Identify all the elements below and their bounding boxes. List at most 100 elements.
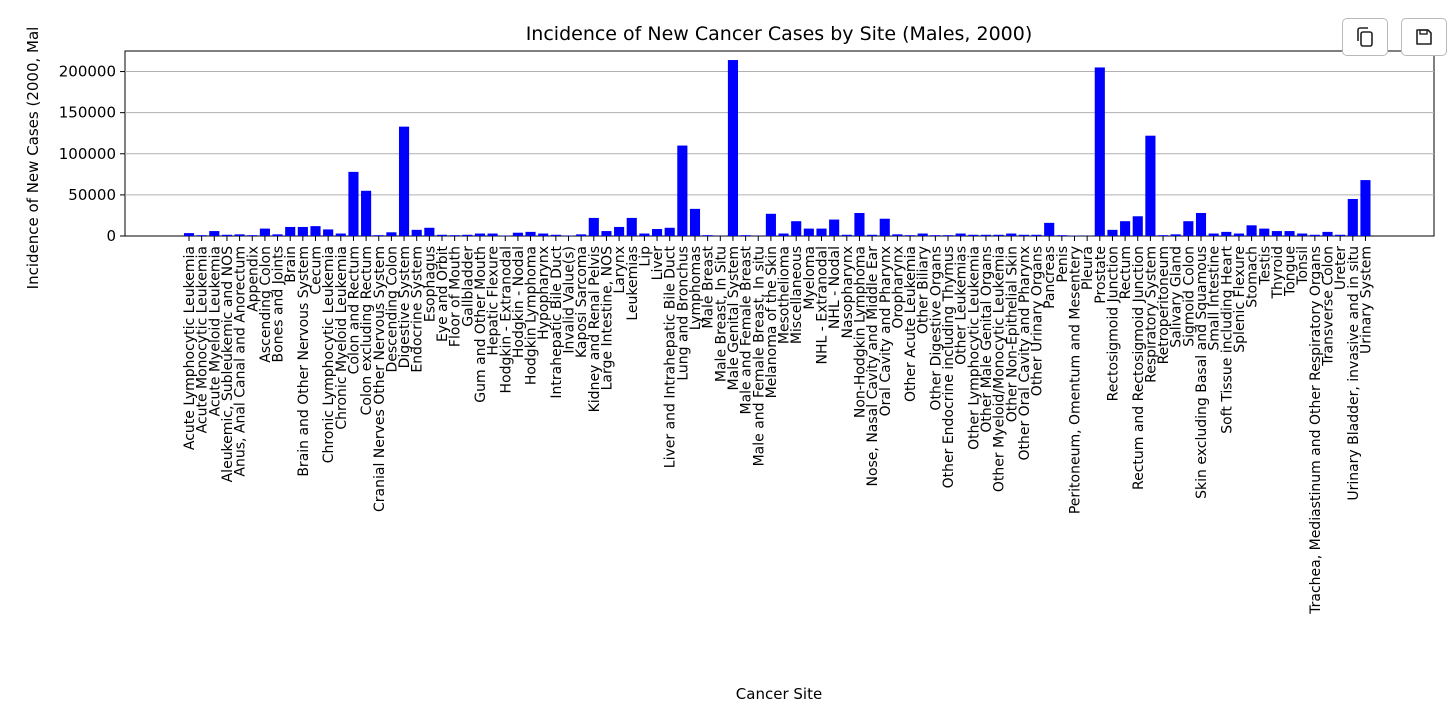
- x-tick-label: Stomach: [1245, 246, 1261, 308]
- x-tick-label: Gum and Other Mouth: [473, 246, 489, 403]
- x-tick-label: Other Endocrine including Thymus: [941, 246, 957, 488]
- x-tick-label: Male Genital System: [726, 246, 742, 390]
- x-tick-label: Peritoneum, Omentum and Mesentery: [1068, 246, 1084, 514]
- x-tick-label: Myeloma: [802, 246, 818, 310]
- x-tick-label: Other Oral Cavity and Pharynx: [1017, 246, 1033, 461]
- bar: [942, 235, 954, 236]
- x-tick-label: Eye and Orbit: [435, 245, 451, 342]
- bar: [1132, 216, 1143, 236]
- bar: [487, 233, 498, 236]
- bar: [234, 234, 245, 236]
- bar: [1120, 221, 1131, 236]
- x-tick-label: Cranial Nerves Other Nervous System: [372, 246, 388, 512]
- x-tick-label: Bones and Joints: [271, 246, 287, 362]
- bar: [386, 232, 397, 236]
- bar: [841, 234, 852, 236]
- bar: [373, 235, 384, 236]
- bar: [904, 235, 916, 236]
- x-tick-label: Oropharynx: [890, 246, 906, 329]
- x-tick-label: Transverse Colon: [1321, 246, 1337, 367]
- bar: [968, 234, 979, 236]
- x-tick-label: Pleura: [1080, 246, 1096, 290]
- x-tick-label: Hodgkin Lymphoma: [524, 246, 540, 385]
- bar: [538, 233, 549, 236]
- x-tick-label: Other Digestive Organs: [928, 246, 944, 411]
- bar: [1322, 231, 1333, 236]
- x-tick-label: Salivary Gland: [1169, 246, 1185, 348]
- x-tick-label: Oral Cavity and Pharynx: [878, 246, 894, 416]
- x-tick-label: Male Breast: [701, 245, 717, 328]
- bar: [1347, 199, 1358, 236]
- x-tick-label: Other Biliary: [916, 246, 932, 334]
- bar: [1183, 221, 1194, 236]
- bar: [335, 233, 346, 236]
- x-tick-label: Small Intestine: [1207, 246, 1223, 351]
- x-tick-label: Chronic Lymphocytic Leukemia: [321, 246, 337, 463]
- bar: [424, 227, 435, 236]
- x-tick-label: Kaposi Sarcoma: [574, 246, 590, 358]
- x-tick-label: Testis: [1257, 246, 1273, 286]
- bar: [1031, 234, 1042, 236]
- bar: [702, 235, 713, 236]
- x-tick-label: Ascending Colon: [258, 246, 274, 363]
- x-tick-label: NHL - Extranodal: [815, 246, 831, 365]
- x-tick-label: Melanoma of the Skin: [764, 246, 780, 398]
- bar: [765, 213, 776, 236]
- x-tick-label: Prostate: [1093, 246, 1109, 304]
- bar: [626, 217, 637, 236]
- bar: [917, 233, 928, 236]
- y-axis-label: Incidence of New Cases (2000, Mal: [24, 27, 42, 290]
- x-tick-label: Nose, Nasal Cavity and Middle Ear: [865, 246, 881, 487]
- bar: [740, 235, 751, 236]
- x-tick-label: Ureter: [1333, 246, 1349, 290]
- bar: [1145, 135, 1156, 236]
- x-tick-label: Hepatic Flexure: [486, 246, 502, 356]
- bar: [1360, 180, 1371, 236]
- x-tick-label: Soft Tissue including Heart: [1219, 246, 1235, 434]
- bar: [980, 234, 992, 236]
- x-axis-label: Cancer Site: [736, 685, 822, 703]
- y-tick-label: 50000: [68, 186, 116, 204]
- bar: [550, 234, 561, 236]
- floppy-disk-icon: [1416, 29, 1432, 45]
- copy-button[interactable]: [1342, 18, 1388, 56]
- x-tick-label: Trachea, Mediastinum and Other Respirato…: [1308, 246, 1324, 615]
- bar: [411, 229, 422, 236]
- bar: [689, 208, 701, 236]
- bar: [930, 235, 941, 236]
- bar: [247, 235, 258, 236]
- bar: [955, 233, 966, 236]
- bar: [1056, 235, 1067, 236]
- x-tick-label: Aleukemic, Subleukemic and NOS: [220, 246, 236, 483]
- bar: [993, 234, 1004, 236]
- x-tick-label: Hodgkin - Extranodal: [498, 246, 514, 393]
- y-gridlines: [125, 71, 1434, 196]
- x-tick-label: Colon excluding Rectum: [359, 246, 375, 415]
- x-tick-label: Descending Colon: [384, 246, 400, 373]
- x-tick-label: Esophagus: [422, 246, 438, 322]
- bar: [474, 233, 486, 236]
- x-tick-label: Other Male Genital Organs: [979, 246, 995, 433]
- bar: [867, 234, 878, 236]
- x-tick-label: Hypopharynx: [536, 246, 552, 340]
- save-button[interactable]: [1401, 18, 1447, 56]
- x-tick-label: NHL - Nodal: [827, 246, 843, 329]
- bar: [196, 235, 207, 236]
- x-tick-label: Liver: [650, 246, 666, 281]
- bar: [259, 228, 270, 236]
- x-tick-label: Chronic Myeloid Leukemia: [334, 246, 350, 430]
- x-tick-label: Acute Monocytic Leukemia: [195, 246, 211, 433]
- x-tick-label: Other Leukemias: [954, 246, 970, 365]
- bar: [614, 226, 625, 236]
- bar: [272, 234, 283, 236]
- x-tick-label: Appendix: [245, 246, 261, 312]
- x-tick-label: Endocrine System: [410, 246, 426, 373]
- bar: [1208, 233, 1219, 236]
- chart-title: Incidence of New Cancer Cases by Site (M…: [526, 23, 1033, 45]
- bar: [297, 226, 308, 236]
- bar: [1246, 225, 1257, 236]
- x-tick-label: Brain: [283, 246, 299, 283]
- x-tick-label: Intrahepatic Bile Duct: [549, 245, 565, 398]
- x-tick-label: Sigmoid Colon: [1181, 246, 1197, 347]
